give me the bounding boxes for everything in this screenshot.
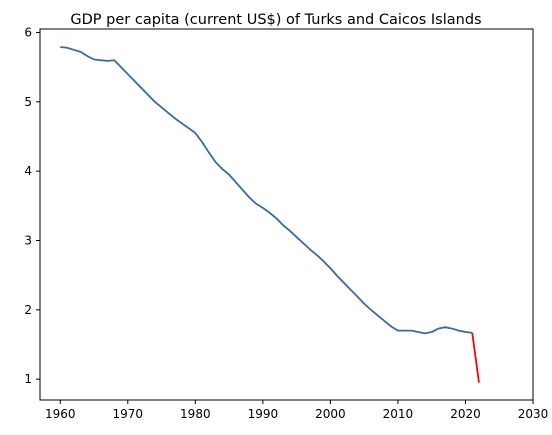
y-tick-label: 5	[24, 95, 32, 109]
series-line-1	[471, 332, 480, 383]
x-tick-label: 1960	[45, 407, 76, 421]
x-axis: 1960 1970 1980 1990 2000 2010 2020 2030	[45, 400, 548, 421]
x-tick-label: 1970	[113, 407, 144, 421]
x-tick-label: 2020	[450, 407, 481, 421]
x-tick-label: 2010	[383, 407, 414, 421]
y-tick-label: 6	[24, 25, 32, 39]
plot-frame	[39, 28, 534, 401]
series-layer	[60, 46, 480, 383]
y-tick-label: 3	[24, 234, 32, 248]
x-tick-label: 2030	[518, 407, 549, 421]
y-axis: 1 2 3 4 5 6	[24, 25, 40, 386]
y-tick-label: 4	[24, 164, 32, 178]
chart-title: GDP per capita (current US$) of Turks an…	[70, 12, 481, 28]
y-tick-label: 1	[24, 372, 32, 386]
series-line-0	[60, 46, 473, 335]
y-tick-label: 2	[24, 303, 32, 317]
x-tick-label: 2000	[315, 407, 346, 421]
x-tick-label: 1980	[180, 407, 211, 421]
x-tick-label: 1990	[248, 407, 279, 421]
